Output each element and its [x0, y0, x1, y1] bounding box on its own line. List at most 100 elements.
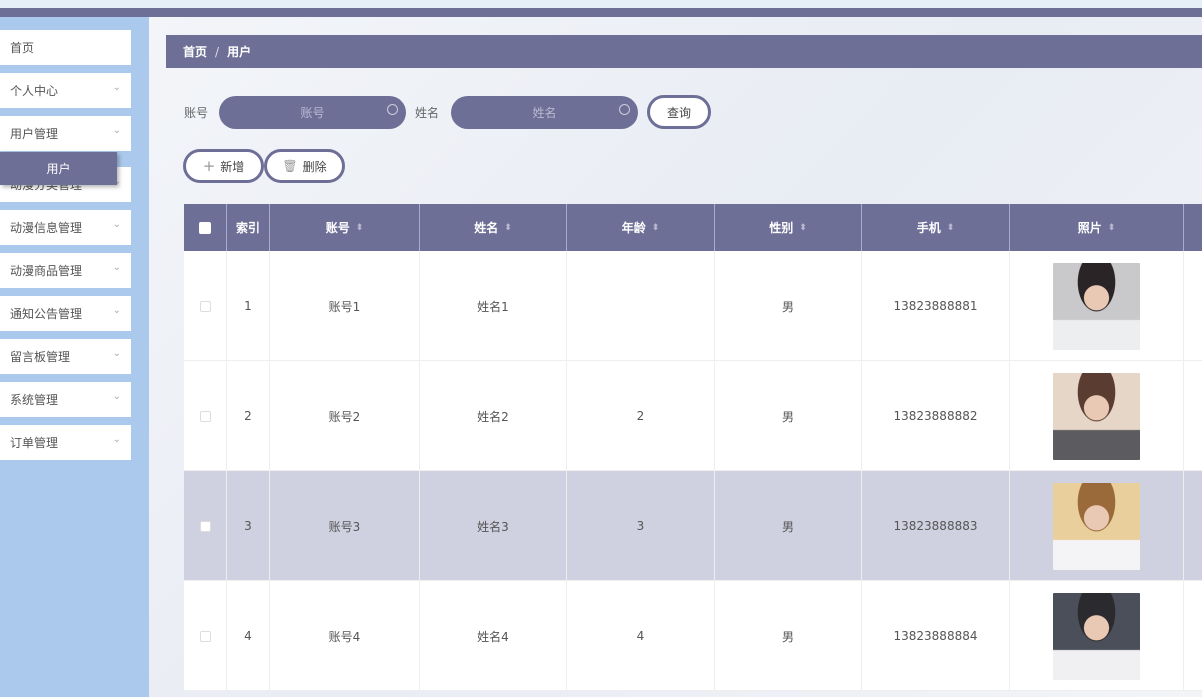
add-label: 新增 — [220, 159, 245, 174]
extra-cell — [1184, 361, 1202, 471]
select-all-checkbox[interactable] — [199, 221, 211, 234]
user-photo[interactable] — [1053, 482, 1140, 570]
user-photo[interactable] — [1053, 372, 1140, 460]
chevron-down-icon: ⌄ — [112, 391, 121, 402]
chevron-down-icon: ⌄ — [112, 219, 121, 230]
sidebar-item[interactable]: 留言板管理 ⌄ — [0, 339, 131, 374]
sidebar-item[interactable]: 系统管理 ⌄ — [0, 382, 131, 417]
column-header[interactable]: 索引 — [227, 204, 270, 251]
account-value: 账号1 — [328, 299, 361, 314]
name-placeholder: 姓名 — [532, 106, 557, 120]
breadcrumb-home[interactable]: 首页 — [183, 45, 208, 59]
chevron-down-icon: ⌄ — [112, 305, 121, 316]
name-cell: 姓名4 — [420, 581, 567, 691]
select-cell — [184, 251, 227, 361]
index-value: 2 — [244, 409, 252, 423]
column-header[interactable]: 年龄 ⬍ — [567, 204, 715, 251]
age-cell: 3 — [567, 471, 715, 581]
age-value: 3 — [636, 519, 645, 533]
sidebar-item[interactable]: 订单管理 ⌄ — [0, 425, 131, 460]
photo-cell — [1010, 471, 1184, 581]
breadcrumb: 首页 / 用户 — [166, 35, 1202, 68]
sidebar-item-label: 动漫信息管理 — [10, 221, 83, 235]
sort-icon[interactable]: ⬍ — [1107, 222, 1116, 233]
delete-button[interactable]: 🗑 删除 — [264, 149, 345, 183]
phone-value: 13823888884 — [893, 629, 978, 643]
account-cell: 账号2 — [270, 361, 420, 471]
name-label: 姓名 — [415, 106, 440, 120]
account-label: 账号 — [184, 106, 209, 120]
age-value: 4 — [636, 629, 645, 643]
column-header[interactable]: 账号 ⬍ — [270, 204, 420, 251]
age-cell: 2 — [567, 361, 715, 471]
phone-cell: 13823888883 — [862, 471, 1010, 581]
query-button[interactable]: 查询 — [647, 95, 711, 129]
sidebar-item[interactable]: 用户管理 ⌄ — [0, 116, 131, 151]
column-header[interactable]: 姓名 ⬍ — [420, 204, 567, 251]
row-checkbox[interactable] — [199, 300, 211, 312]
sidebar-item[interactable]: 首页 — [0, 30, 131, 65]
chevron-down-icon: ⌄ — [112, 125, 121, 136]
add-button[interactable]: + 新增 — [183, 149, 264, 183]
name-search-input[interactable]: 姓名 — [451, 96, 638, 129]
sidebar-item[interactable]: 动漫商品管理 ⌄ — [0, 253, 131, 288]
phone-value: 13823888883 — [893, 519, 978, 533]
column-header-label: 索引 — [235, 221, 260, 235]
table-row[interactable]: 1 账号1 姓名1 男 13823888881 — [184, 251, 1202, 361]
row-checkbox[interactable] — [199, 630, 211, 642]
column-header[interactable]: 性别 ⬍ — [715, 204, 862, 251]
column-header[interactable]: 照片 ⬍ — [1010, 204, 1184, 251]
sidebar-item[interactable]: 动漫信息管理 ⌄ — [0, 210, 131, 245]
row-checkbox[interactable] — [199, 520, 211, 532]
sidebar-item[interactable]: 个人中心 ⌄ — [0, 73, 131, 108]
index-cell: 2 — [227, 361, 270, 471]
photo-cell — [1010, 361, 1184, 471]
gender-value: 男 — [781, 629, 794, 644]
sidebar-item-label: 通知公告管理 — [10, 307, 83, 321]
query-label: 查询 — [666, 105, 691, 120]
index-cell: 1 — [227, 251, 270, 361]
row-checkbox[interactable] — [199, 410, 211, 422]
chevron-down-icon: ⌄ — [112, 82, 121, 93]
name-cell: 姓名1 — [420, 251, 567, 361]
gender-value: 男 — [781, 299, 794, 314]
gender-cell: 男 — [715, 471, 862, 581]
name-cell: 姓名2 — [420, 361, 567, 471]
gender-value: 男 — [781, 409, 794, 424]
breadcrumb-current: 用户 — [227, 45, 252, 59]
phone-cell: 13823888884 — [862, 581, 1010, 691]
table-header: 索引 账号 ⬍ 姓名 ⬍ 年龄 ⬍ 性别 ⬍ 手机 ⬍ 照片 ⬍ — [184, 204, 1202, 251]
column-header-label: 年龄 — [621, 221, 646, 235]
account-cell: 账号3 — [270, 471, 420, 581]
sidebar-item[interactable]: 通知公告管理 ⌄ — [0, 296, 131, 331]
gender-value: 男 — [781, 519, 794, 534]
user-photo[interactable] — [1053, 262, 1140, 350]
photo-cell — [1010, 581, 1184, 691]
sidebar-subitem-user[interactable]: 用户 — [0, 152, 117, 185]
sort-icon[interactable]: ⬍ — [355, 222, 364, 233]
account-search-input[interactable]: 账号 — [219, 96, 406, 129]
phone-value: 13823888882 — [893, 409, 978, 423]
sort-icon[interactable]: ⬍ — [504, 222, 512, 233]
age-cell — [567, 251, 715, 361]
index-value: 3 — [244, 519, 252, 533]
name-cell: 姓名3 — [420, 471, 567, 581]
user-photo[interactable] — [1053, 592, 1140, 680]
select-all-cell — [184, 204, 227, 251]
phone-cell: 13823888881 — [862, 251, 1010, 361]
column-header — [1184, 204, 1202, 251]
table-row[interactable]: 2 账号2 姓名2 2 男 13823888882 — [184, 361, 1202, 471]
phone-cell: 13823888882 — [862, 361, 1010, 471]
sort-icon[interactable]: ⬍ — [651, 222, 660, 233]
sidebar-item-label: 订单管理 — [10, 436, 59, 450]
select-cell — [184, 581, 227, 691]
index-cell: 4 — [227, 581, 270, 691]
table-row[interactable]: 3 账号3 姓名3 3 男 13823888883 — [184, 471, 1202, 581]
column-header[interactable]: 手机 ⬍ — [862, 204, 1010, 251]
account-placeholder: 账号 — [300, 106, 325, 120]
sort-icon[interactable]: ⬍ — [799, 222, 807, 233]
table-row[interactable]: 4 账号4 姓名4 4 男 13823888884 — [184, 581, 1202, 691]
phone-value: 13823888881 — [893, 299, 978, 313]
sort-icon[interactable]: ⬍ — [946, 222, 955, 233]
top-strip — [0, 0, 1202, 8]
